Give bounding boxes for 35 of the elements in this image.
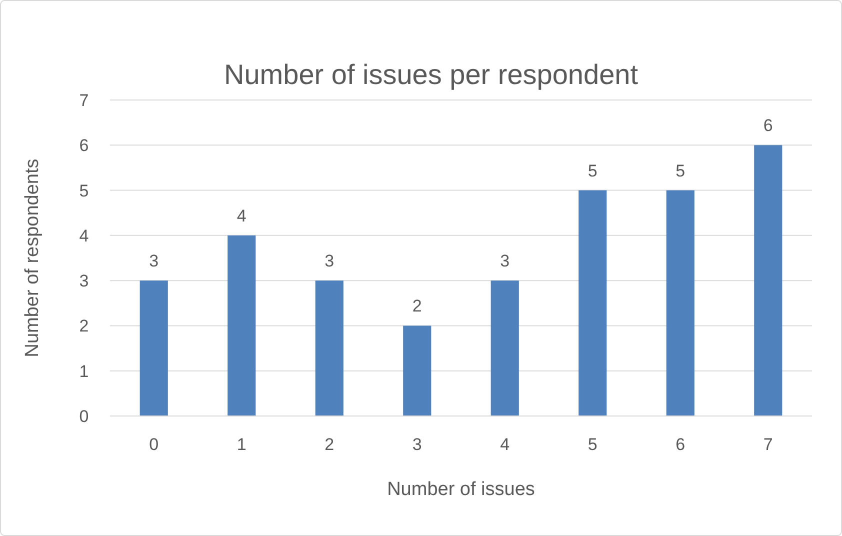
- bar: [403, 326, 432, 416]
- x-tick-label: 5: [588, 435, 598, 454]
- data-label: 4: [236, 206, 246, 226]
- y-axis-title: Number of respondents: [22, 158, 43, 358]
- bar: [754, 145, 782, 416]
- data-label: 3: [324, 252, 334, 271]
- y-tick-label: 6: [79, 136, 89, 156]
- data-label: 2: [412, 296, 422, 316]
- x-tick-label: 6: [676, 435, 686, 454]
- bar: [578, 190, 607, 416]
- chart-title: Number of issues per respondent: [224, 59, 638, 90]
- data-label: 3: [500, 252, 510, 271]
- y-tick-label: 1: [79, 362, 89, 381]
- y-tick-label: 5: [79, 181, 89, 200]
- bar: [490, 280, 519, 416]
- data-label: 6: [763, 116, 773, 136]
- bar: [315, 280, 344, 416]
- y-tick-label: 0: [79, 407, 89, 426]
- y-tick-label: 7: [79, 91, 89, 110]
- x-tick-label: 4: [500, 435, 510, 454]
- bar: [666, 190, 694, 416]
- x-tick-label: 7: [763, 435, 773, 454]
- y-tick-label: 3: [79, 272, 89, 291]
- x-tick-label: 0: [149, 435, 159, 454]
- x-tick-label: 3: [412, 435, 422, 454]
- data-label: 3: [149, 252, 159, 271]
- x-axis-title: Number of issues: [387, 479, 535, 500]
- x-tick-label: 2: [324, 435, 334, 454]
- data-label: 5: [676, 161, 686, 180]
- y-tick-label: 4: [79, 226, 89, 246]
- y-tick-label: 2: [79, 316, 89, 336]
- bar: [228, 235, 256, 416]
- x-tick-label: 1: [236, 435, 246, 454]
- bar: [140, 280, 168, 416]
- data-label: 5: [588, 161, 598, 180]
